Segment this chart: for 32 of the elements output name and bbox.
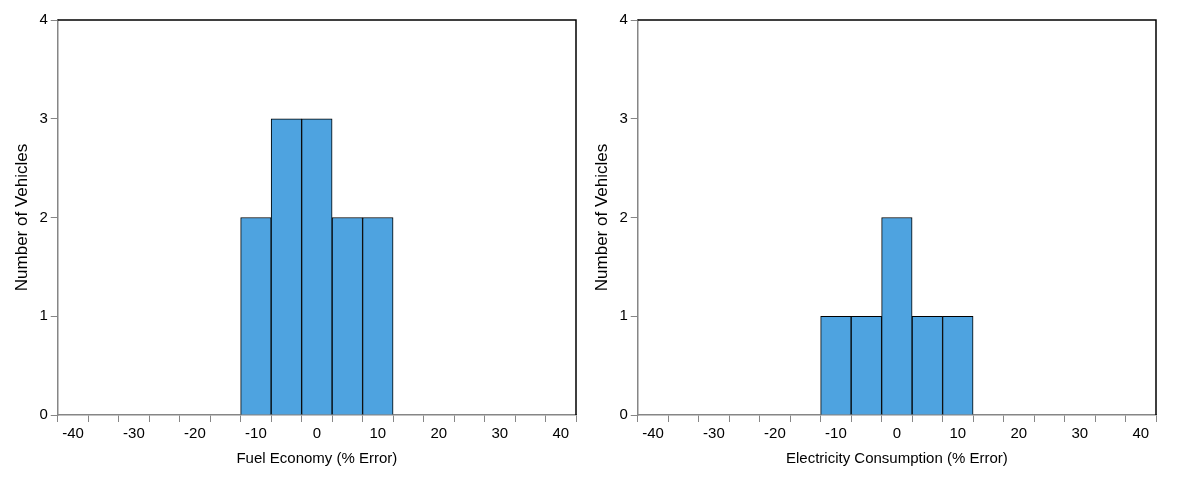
y-tick-label: 0 <box>39 405 48 423</box>
x-tick-label: 10 <box>369 424 387 442</box>
x-tick-label: -10 <box>245 424 267 442</box>
x-tick-label: -30 <box>123 424 145 442</box>
x-axis-title: Electricity Consumption (% Error) <box>786 449 1008 467</box>
x-tick-label: -10 <box>825 424 847 442</box>
y-tick-label: 3 <box>39 108 48 126</box>
x-tick-label: 20 <box>1010 424 1028 442</box>
y-tick-label: 2 <box>39 207 48 225</box>
x-tick-label: -40 <box>642 424 664 442</box>
y-tick-label: 2 <box>619 207 628 225</box>
y-tick-label: 1 <box>619 306 628 324</box>
y-tick-label: 1 <box>39 306 48 324</box>
x-tick-label: 0 <box>892 424 902 442</box>
x-tick-label: -40 <box>62 424 84 442</box>
x-tick-label: 30 <box>1071 424 1089 442</box>
x-tick-label: -20 <box>764 424 786 442</box>
x-tick-label: 40 <box>1132 424 1150 442</box>
y-axis-title: Number of Vehicles <box>591 143 611 292</box>
x-tick-label: 40 <box>552 424 570 442</box>
y-tick-label: 0 <box>619 405 628 423</box>
x-tick-label: -20 <box>184 424 206 442</box>
x-tick-label: 30 <box>491 424 509 442</box>
y-tick-label: 4 <box>39 10 48 28</box>
x-tick-label: 10 <box>949 424 967 442</box>
x-axis-title: Fuel Economy (% Error) <box>236 449 398 467</box>
y-tick-label: 4 <box>619 10 628 28</box>
x-tick-label: -30 <box>703 424 725 442</box>
x-tick-label: 0 <box>312 424 322 442</box>
x-tick-label: 20 <box>430 424 448 442</box>
y-axis-title: Number of Vehicles <box>11 143 31 292</box>
y-tick-label: 3 <box>619 108 628 126</box>
